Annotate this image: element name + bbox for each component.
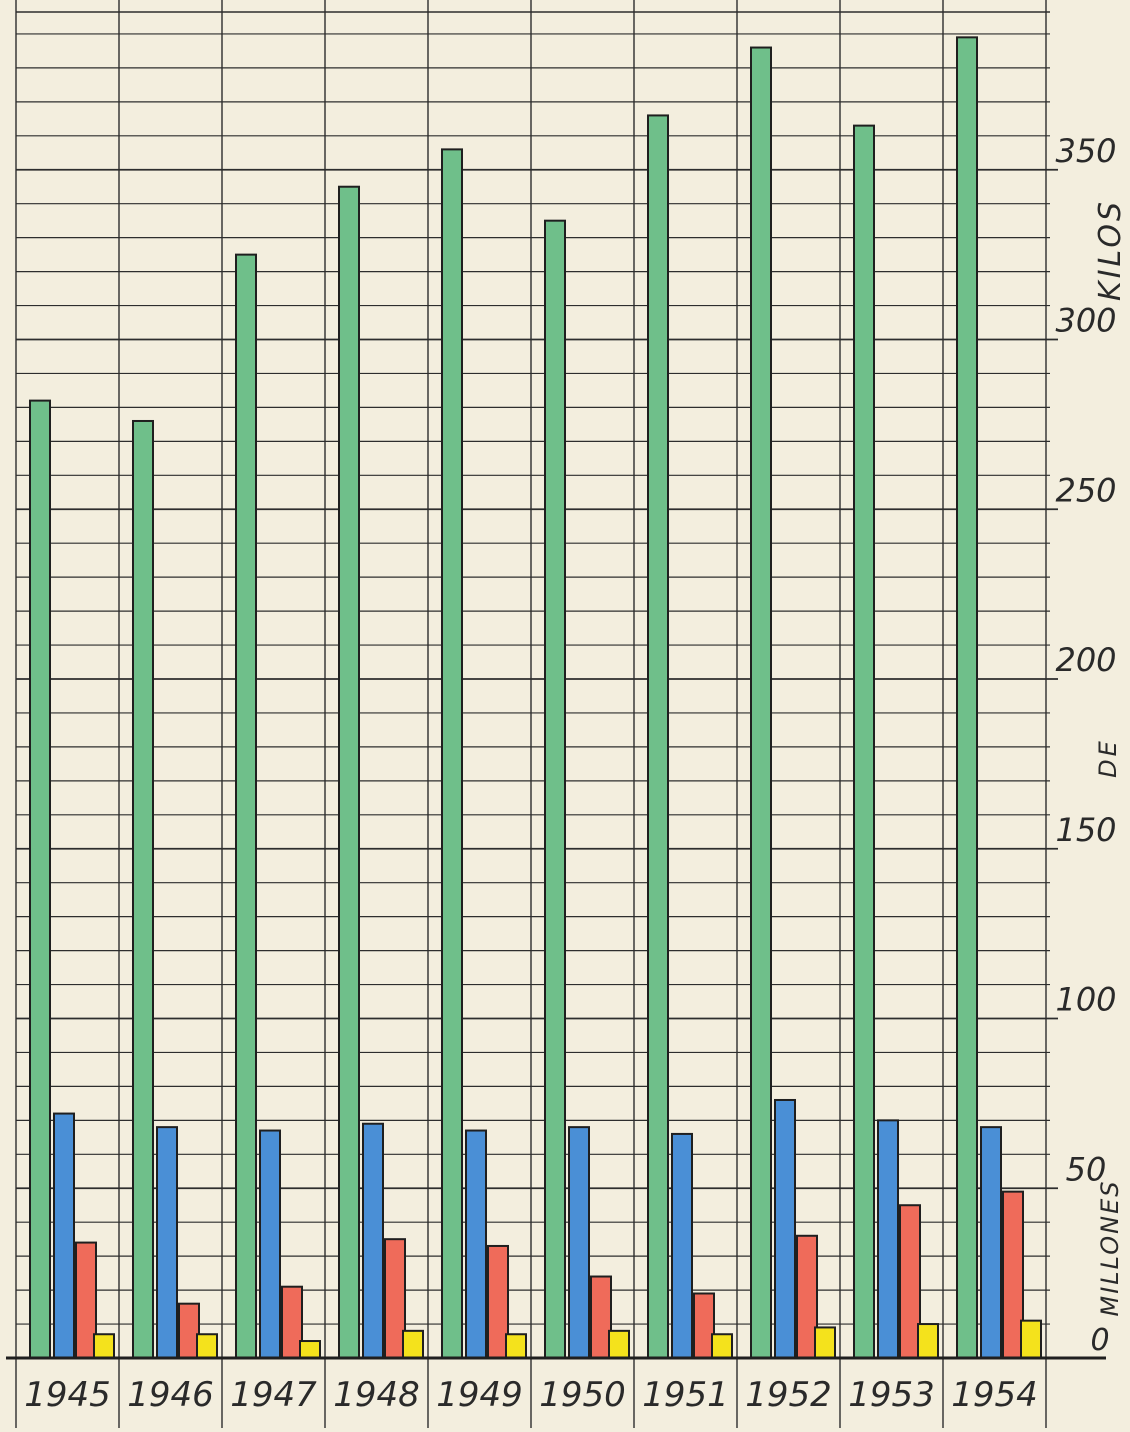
x-tick-label-1954: 1954 — [951, 1375, 1038, 1415]
bar-1950-s1 — [544, 219, 566, 1359]
labels: KILOS DE MILLONES 0 1945 1946 1947 1948 1949… — [24, 132, 1128, 1415]
x-tick-label-1951: 1951 — [642, 1375, 729, 1415]
y-tick-label-50: 50 — [1066, 1150, 1107, 1188]
y-tick-label-zero: 0 — [1090, 1323, 1109, 1358]
bar-1950-s2 — [568, 1126, 590, 1360]
y-tick-label-200: 200 — [1055, 641, 1116, 679]
x-tick-label-1947: 1947 — [230, 1375, 317, 1415]
bar-1948-s4 — [402, 1329, 424, 1359]
bar-1947-s2 — [259, 1129, 281, 1360]
bar-1945-s4 — [93, 1333, 115, 1359]
bar-1945-s2 — [53, 1112, 75, 1360]
bar-1952-s1 — [750, 46, 772, 1359]
x-tick-label-1949: 1949 — [436, 1375, 523, 1415]
bar-1949-s2 — [465, 1129, 487, 1360]
y-tick-label-350: 350 — [1055, 132, 1116, 170]
bars — [29, 36, 1042, 1360]
y-tick-label-100: 100 — [1055, 981, 1116, 1019]
bar-1953-s2 — [877, 1119, 899, 1359]
y-tick-label-150: 150 — [1055, 811, 1116, 849]
y-tick-label-250: 250 — [1055, 471, 1116, 509]
bar-1948-s1 — [338, 185, 360, 1360]
x-tick-label-1952: 1952 — [745, 1375, 832, 1415]
bar-1954-s1 — [956, 36, 978, 1360]
x-tick-label-1948: 1948 — [333, 1375, 420, 1415]
bar-1947-s4 — [299, 1340, 321, 1360]
bar-1946-s2 — [156, 1126, 178, 1360]
bar-1949-s4 — [505, 1333, 527, 1359]
y-axis-label-de: DE — [1094, 738, 1122, 778]
bar-1946-s4 — [196, 1333, 218, 1359]
bar-1945-s1 — [29, 399, 51, 1359]
bar-1953-s4 — [917, 1323, 939, 1360]
x-tick-label-1950: 1950 — [539, 1375, 626, 1415]
bar-1950-s4 — [608, 1329, 630, 1359]
bar-1952-s2 — [774, 1098, 796, 1359]
bar-1948-s2 — [362, 1122, 384, 1359]
grid — [15, 0, 1058, 1428]
x-tick-label-1953: 1953 — [848, 1375, 935, 1415]
bar-1954-s2 — [980, 1126, 1002, 1360]
bar-1947-s1 — [235, 253, 257, 1359]
x-tick-label-1945: 1945 — [24, 1375, 111, 1415]
bar-1951-s1 — [647, 114, 669, 1359]
bar-1954-s4 — [1020, 1319, 1042, 1360]
bar-1952-s4 — [814, 1326, 836, 1359]
y-axis-label-kilos: KILOS — [1093, 199, 1128, 301]
y-axis-label-millones: MILLONES — [1096, 1179, 1124, 1316]
y-tick-label-300: 300 — [1055, 302, 1116, 340]
bar-1953-s1 — [853, 124, 875, 1360]
bar-1951-s4 — [711, 1333, 733, 1359]
bar-1949-s1 — [441, 148, 463, 1359]
bar-1951-s2 — [671, 1132, 693, 1360]
bar-1946-s1 — [132, 419, 154, 1360]
x-tick-label-1946: 1946 — [127, 1375, 214, 1415]
